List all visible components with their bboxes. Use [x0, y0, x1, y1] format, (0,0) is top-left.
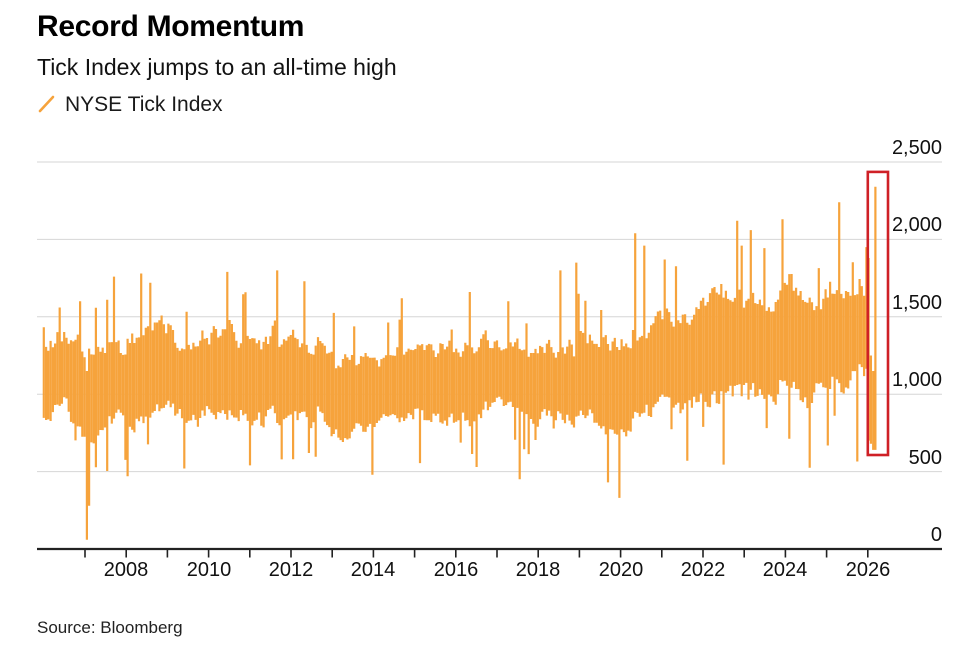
legend: NYSE Tick Index: [36, 92, 223, 116]
chart-title: Record Momentum: [37, 10, 305, 43]
chart-subtitle: Tick Index jumps to an all-time high: [37, 54, 397, 80]
x-axis-label: 2024: [762, 559, 808, 581]
record-highlight-box: [866, 170, 890, 457]
y-axis-label: 1,500: [891, 292, 942, 314]
y-axis-label: 0: [930, 524, 942, 546]
y-axis-label: 500: [908, 447, 942, 469]
x-axis-label: 2016: [433, 559, 479, 581]
x-axis-label: 2020: [598, 559, 644, 581]
x-axis-label: 2022: [680, 559, 726, 581]
y-axis-label: 1,000: [891, 369, 942, 391]
line-slash-icon: [38, 95, 55, 113]
y-axis-label: 2,000: [891, 214, 942, 236]
x-axis-label: 2010: [186, 559, 232, 581]
nyse-tick-series: [42, 186, 877, 540]
source-note: Source: Bloomberg: [37, 618, 183, 637]
x-axis-label: 2018: [515, 559, 561, 581]
x-axis-label: 2026: [845, 559, 891, 581]
legend-label: NYSE Tick Index: [65, 92, 223, 116]
x-axis-label: 2012: [268, 559, 314, 581]
x-axis-label: 2008: [103, 559, 149, 581]
x-axis-label: 2014: [350, 559, 396, 581]
y-axis-label: 2,500: [891, 137, 942, 159]
